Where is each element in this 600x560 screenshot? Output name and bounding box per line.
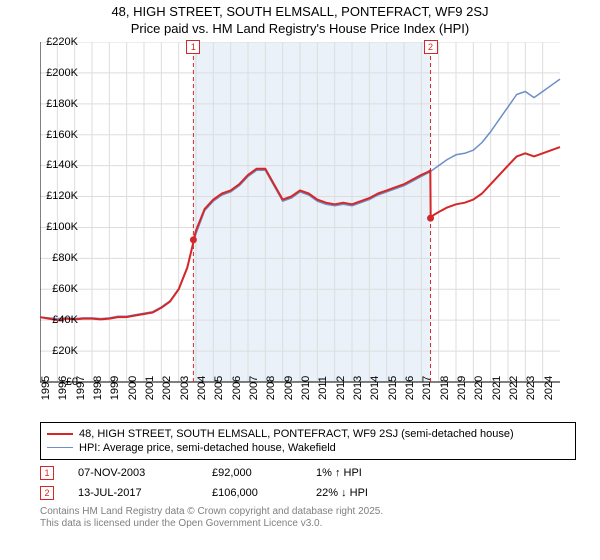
y-tick-label: £100K bbox=[46, 221, 78, 233]
x-tick-label: 2018 bbox=[439, 376, 451, 400]
title-line-1: 48, HIGH STREET, SOUTH ELMSALL, PONTEFRA… bbox=[0, 4, 600, 21]
y-tick-label: £40K bbox=[52, 314, 78, 326]
x-tick-label: 2012 bbox=[335, 376, 347, 400]
sale-marker-2: 2 bbox=[424, 40, 438, 54]
x-tick-label: 2015 bbox=[387, 376, 399, 400]
y-tick-label: £80K bbox=[52, 252, 78, 264]
x-tick-label: 2010 bbox=[300, 376, 312, 400]
chart-title: 48, HIGH STREET, SOUTH ELMSALL, PONTEFRA… bbox=[0, 0, 600, 38]
sale-price: £92,000 bbox=[212, 467, 292, 479]
x-tick-label: 2016 bbox=[404, 376, 416, 400]
x-tick-label: 2017 bbox=[421, 376, 433, 400]
sales-list: 1 07-NOV-2003 £92,000 1% ↑ HPI 2 13-JUL-2017 £… bbox=[0, 466, 600, 500]
x-tick-label: 2005 bbox=[213, 376, 225, 400]
y-tick-label: £20K bbox=[52, 345, 78, 357]
attribution: Contains HM Land Registry data © Crown c… bbox=[40, 506, 600, 530]
x-tick-label: 2023 bbox=[525, 376, 537, 400]
x-tick-label: 2004 bbox=[196, 376, 208, 400]
y-tick-label: £200K bbox=[46, 67, 78, 79]
y-tick-label: £160K bbox=[46, 129, 78, 141]
x-tick-label: 1995 bbox=[40, 376, 52, 400]
chart-svg bbox=[40, 42, 600, 422]
x-tick-label: 2021 bbox=[491, 376, 503, 400]
y-tick-label: £120K bbox=[46, 190, 78, 202]
y-tick-label: £140K bbox=[46, 159, 78, 171]
x-tick-label: 2002 bbox=[161, 376, 173, 400]
x-tick-label: 1999 bbox=[109, 376, 121, 400]
sale-date: 13-JUL-2017 bbox=[78, 487, 188, 499]
attribution-line-2: This data is licensed under the Open Gov… bbox=[40, 518, 600, 530]
x-tick-label: 2007 bbox=[248, 376, 260, 400]
x-tick-label: 2008 bbox=[265, 376, 277, 400]
legend-label-property: 48, HIGH STREET, SOUTH ELMSALL, PONTEFRA… bbox=[79, 428, 514, 440]
legend-swatch-hpi bbox=[47, 447, 73, 448]
y-tick-label: £220K bbox=[46, 36, 78, 48]
x-tick-label: 2014 bbox=[369, 376, 381, 400]
legend-row-property: 48, HIGH STREET, SOUTH ELMSALL, PONTEFRA… bbox=[47, 427, 569, 441]
sale-marker-1: 1 bbox=[186, 40, 200, 54]
x-tick-label: 2013 bbox=[352, 376, 364, 400]
x-tick-label: 2011 bbox=[317, 376, 329, 400]
x-tick-label: 2022 bbox=[508, 376, 520, 400]
x-tick-label: 2020 bbox=[473, 376, 485, 400]
attribution-line-1: Contains HM Land Registry data © Crown c… bbox=[40, 506, 600, 518]
sale-price: £106,000 bbox=[212, 487, 292, 499]
y-tick-label: £60K bbox=[52, 283, 78, 295]
sale-marker-inline: 1 bbox=[40, 466, 54, 480]
x-tick-label: 1997 bbox=[75, 376, 87, 400]
x-tick-label: 2003 bbox=[179, 376, 191, 400]
plot-area: £0£20K£40K£60K£80K£100K£120K£140K£160K£1… bbox=[40, 42, 600, 422]
x-tick-label: 2000 bbox=[127, 376, 139, 400]
legend-label-hpi: HPI: Average price, semi-detached house,… bbox=[79, 442, 336, 454]
sale-marker-inline: 2 bbox=[40, 486, 54, 500]
sale-hpi-delta: 1% ↑ HPI bbox=[316, 467, 396, 479]
x-tick-label: 2006 bbox=[231, 376, 243, 400]
x-tick-label: 2024 bbox=[543, 376, 555, 400]
legend: 48, HIGH STREET, SOUTH ELMSALL, PONTEFRA… bbox=[40, 422, 576, 460]
x-tick-label: 2019 bbox=[456, 376, 468, 400]
sale-row: 2 13-JUL-2017 £106,000 22% ↓ HPI bbox=[40, 486, 600, 500]
x-tick-label: 2009 bbox=[283, 376, 295, 400]
x-tick-label: 1998 bbox=[92, 376, 104, 400]
x-tick-label: 1996 bbox=[57, 376, 69, 400]
sale-row: 1 07-NOV-2003 £92,000 1% ↑ HPI bbox=[40, 466, 600, 480]
x-tick-label: 2001 bbox=[144, 376, 156, 400]
legend-swatch-property bbox=[47, 433, 73, 435]
y-tick-label: £180K bbox=[46, 98, 78, 110]
sale-date: 07-NOV-2003 bbox=[78, 467, 188, 479]
title-line-2: Price paid vs. HM Land Registry's House … bbox=[0, 21, 600, 38]
legend-row-hpi: HPI: Average price, semi-detached house,… bbox=[47, 441, 569, 455]
sale-hpi-delta: 22% ↓ HPI bbox=[316, 487, 396, 499]
